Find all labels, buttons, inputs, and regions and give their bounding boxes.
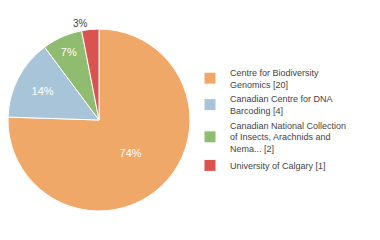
svg-text:University of Calgary [1]: University of Calgary [1] bbox=[230, 161, 326, 171]
svg-text:Canadian Centre for DNABarcodi: Canadian Centre for DNABarcoding [4] bbox=[230, 94, 333, 116]
svg-text:74%: 74% bbox=[120, 147, 142, 159]
svg-text:3%: 3% bbox=[73, 18, 88, 29]
svg-text:14%: 14% bbox=[32, 85, 54, 97]
svg-text:Canadian National Collectionof: Canadian National Collectionof Insects, … bbox=[230, 121, 346, 154]
svg-text:Centre for BiodiversityGenomic: Centre for BiodiversityGenomics [20] bbox=[230, 68, 319, 90]
svg-text:7%: 7% bbox=[61, 46, 77, 58]
